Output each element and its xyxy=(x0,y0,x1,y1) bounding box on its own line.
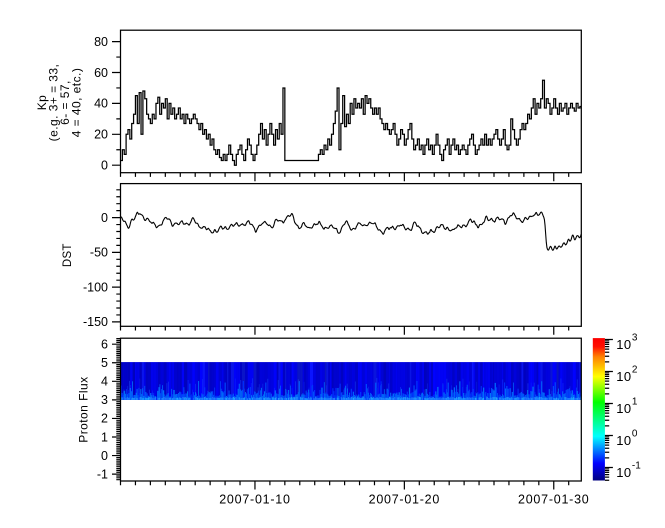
svg-text:-150: -150 xyxy=(83,315,108,329)
svg-text:3: 3 xyxy=(101,393,108,407)
svg-text:2007-01-20: 2007-01-20 xyxy=(369,493,440,507)
svg-text:60: 60 xyxy=(94,66,108,80)
svg-text:5: 5 xyxy=(101,356,108,370)
svg-text:0: 0 xyxy=(101,449,108,463)
svg-text:2007-01-30: 2007-01-30 xyxy=(518,493,589,507)
svg-text:-1: -1 xyxy=(97,467,108,481)
svg-text:0: 0 xyxy=(632,429,638,440)
svg-text:80: 80 xyxy=(94,35,108,49)
svg-text:10: 10 xyxy=(616,465,631,480)
svg-text:1: 1 xyxy=(632,397,638,408)
svg-text:10: 10 xyxy=(616,369,631,384)
svg-text:2007-01-10: 2007-01-10 xyxy=(219,493,290,507)
svg-text:-50: -50 xyxy=(90,246,108,260)
svg-text:4: 4 xyxy=(101,375,108,389)
svg-text:1: 1 xyxy=(101,430,108,444)
svg-text:0: 0 xyxy=(101,211,108,225)
svg-text:2: 2 xyxy=(632,365,638,376)
svg-text:DST: DST xyxy=(62,243,74,267)
svg-text:-1: -1 xyxy=(632,461,641,472)
svg-text:3: 3 xyxy=(632,333,638,344)
svg-text:40: 40 xyxy=(94,97,108,111)
svg-text:10: 10 xyxy=(616,433,631,448)
svg-text:Proton Flux: Proton Flux xyxy=(77,376,91,442)
svg-text:6: 6 xyxy=(101,338,108,352)
svg-text:2: 2 xyxy=(101,412,108,426)
svg-text:4 = 40, etc.): 4 = 40, etc.) xyxy=(70,68,84,138)
svg-text:20: 20 xyxy=(94,128,108,142)
svg-text:-100: -100 xyxy=(83,280,108,294)
svg-text:10: 10 xyxy=(616,401,631,416)
svg-text:10: 10 xyxy=(616,337,631,352)
svg-text:0: 0 xyxy=(101,159,108,173)
